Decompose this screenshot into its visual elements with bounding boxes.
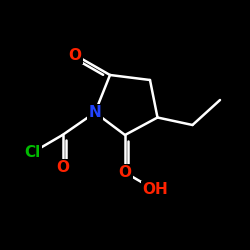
Text: O: O — [118, 165, 132, 180]
Text: Cl: Cl — [24, 145, 40, 160]
Text: O: O — [68, 48, 82, 62]
Text: OH: OH — [142, 182, 168, 198]
Text: N: N — [88, 105, 102, 120]
Text: O: O — [56, 160, 69, 175]
